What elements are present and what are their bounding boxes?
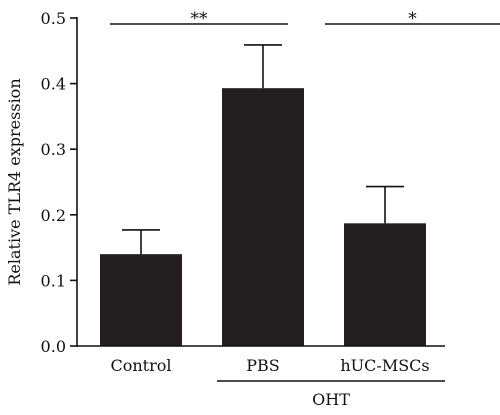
significance-annotations: ** *: [110, 9, 500, 29]
group-label: OHT: [312, 390, 350, 409]
significance-label: **: [191, 9, 209, 29]
error-bars: [122, 44, 404, 255]
bar: [344, 223, 426, 346]
y-tick-label: 0.2: [41, 206, 66, 225]
y-tick-label: 0.5: [41, 9, 66, 28]
significance-label: *: [408, 9, 417, 29]
y-tick-label: 0.1: [41, 271, 66, 290]
bars: [100, 88, 426, 346]
y-axis: 0.0 0.1 0.2 0.3 0.4 0.5: [41, 9, 78, 356]
y-axis-title: Relative TLR4 expression: [5, 78, 24, 285]
y-tick-label: 0.3: [41, 140, 66, 159]
y-tick-label: 0.0: [41, 337, 66, 356]
bar: [222, 88, 304, 346]
y-tick-label: 0.4: [41, 75, 66, 94]
bar: [100, 254, 182, 346]
x-tick-label: PBS: [246, 356, 279, 375]
x-tick-label: hUC-MSCs: [340, 356, 429, 375]
group-annotation: OHT: [217, 380, 445, 409]
x-axis: Control PBS hUC-MSCs: [77, 345, 445, 375]
x-tick-label: Control: [110, 356, 171, 375]
